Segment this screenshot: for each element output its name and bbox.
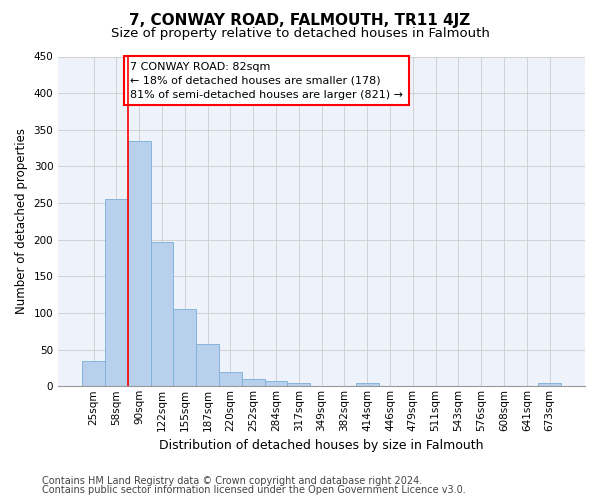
Bar	[287, 382, 310, 386]
Bar	[128, 141, 151, 386]
Bar	[356, 384, 379, 386]
Text: Contains public sector information licensed under the Open Government Licence v3: Contains public sector information licen…	[42, 485, 466, 495]
Bar	[219, 372, 242, 386]
Text: Size of property relative to detached houses in Falmouth: Size of property relative to detached ho…	[110, 28, 490, 40]
Y-axis label: Number of detached properties: Number of detached properties	[15, 128, 28, 314]
Bar	[196, 344, 219, 387]
Bar	[82, 360, 105, 386]
Text: 7, CONWAY ROAD, FALMOUTH, TR11 4JZ: 7, CONWAY ROAD, FALMOUTH, TR11 4JZ	[130, 12, 470, 28]
Bar	[265, 381, 287, 386]
Text: 7 CONWAY ROAD: 82sqm
← 18% of detached houses are smaller (178)
81% of semi-deta: 7 CONWAY ROAD: 82sqm ← 18% of detached h…	[130, 62, 403, 100]
Bar	[151, 242, 173, 386]
Bar	[242, 379, 265, 386]
Text: Contains HM Land Registry data © Crown copyright and database right 2024.: Contains HM Land Registry data © Crown c…	[42, 476, 422, 486]
Bar	[173, 310, 196, 386]
X-axis label: Distribution of detached houses by size in Falmouth: Distribution of detached houses by size …	[160, 440, 484, 452]
Bar	[105, 200, 128, 386]
Bar	[538, 384, 561, 386]
